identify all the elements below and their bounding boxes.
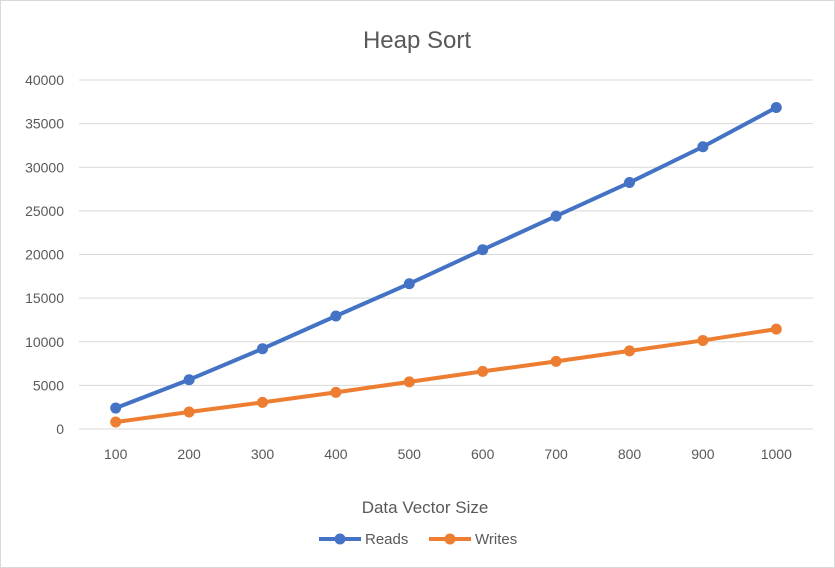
legend-item-reads: Reads (319, 531, 408, 548)
y-tick-label: 10000 (25, 334, 64, 350)
data-point-reads (550, 210, 562, 222)
series-line-reads (113, 105, 779, 411)
legend: Reads Writes (319, 531, 517, 548)
x-tick-label: 300 (251, 446, 275, 462)
y-tick-label: 15000 (25, 290, 64, 306)
data-point-writes (330, 386, 342, 398)
legend-label: Writes (475, 531, 517, 548)
series-layer (110, 101, 782, 428)
data-point-writes (697, 334, 709, 346)
legend-label: Reads (365, 531, 408, 548)
series-reads (110, 101, 782, 414)
data-point-reads (697, 141, 709, 153)
y-tick-label: 5000 (33, 377, 64, 393)
data-point-reads (770, 101, 782, 113)
data-point-writes (110, 416, 122, 428)
chart-title: Heap Sort (363, 27, 471, 54)
data-point-writes (550, 355, 562, 367)
data-point-reads (477, 244, 489, 256)
y-tick-label: 0 (56, 421, 64, 437)
x-tick-label: 900 (691, 446, 715, 462)
data-point-reads (257, 343, 268, 355)
x-tick-label: 1000 (761, 446, 792, 462)
y-tick-label: 20000 (25, 247, 64, 263)
series-line-writes (113, 327, 779, 425)
data-point-writes (624, 345, 635, 357)
y-tick-label: 30000 (25, 159, 64, 175)
y-tick-label: 35000 (25, 116, 64, 132)
gridlines (79, 79, 813, 430)
data-point-reads (330, 310, 342, 322)
data-point-writes (770, 323, 782, 335)
data-point-reads (183, 374, 195, 386)
y-tick-label: 25000 (25, 203, 64, 219)
x-tick-label: 700 (544, 446, 568, 462)
x-tick-label: 100 (104, 446, 128, 462)
x-tick-label: 600 (471, 446, 495, 462)
data-point-writes (477, 365, 489, 377)
y-tick-label: 40000 (25, 72, 64, 88)
data-point-writes (183, 406, 195, 418)
x-axis-title: Data Vector Size (362, 498, 489, 517)
x-axis-ticks: 100 200 300 400 500 600 700 800 900 1000 (104, 446, 792, 462)
y-axis-ticks: 0 5000 10000 15000 20000 25000 30000 35000 40000 (25, 72, 64, 437)
data-point-writes (257, 396, 268, 408)
series-writes (110, 323, 782, 428)
x-tick-label: 400 (324, 446, 348, 462)
data-point-writes (403, 376, 415, 388)
data-point-reads (403, 278, 415, 290)
x-tick-label: 500 (398, 446, 422, 462)
legend-item-writes: Writes (429, 531, 517, 548)
x-tick-label: 800 (618, 446, 642, 462)
legend-swatch-marker (444, 533, 456, 545)
legend-swatch-marker (334, 533, 346, 545)
data-point-reads (110, 402, 122, 414)
x-tick-label: 200 (177, 446, 201, 462)
data-point-reads (624, 177, 635, 189)
